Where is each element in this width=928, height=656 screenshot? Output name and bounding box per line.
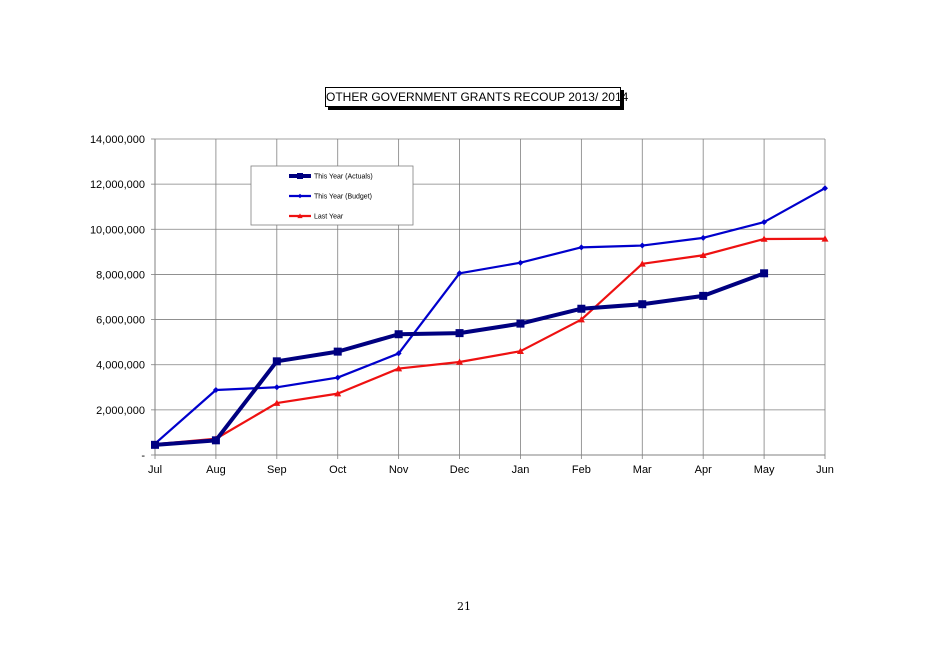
x-tick-label: Nov <box>389 464 409 476</box>
data-point-diamond <box>822 185 828 192</box>
data-point-diamond <box>297 193 303 199</box>
x-tick-label: Oct <box>329 464 346 476</box>
legend-item: This Year (Actuals) <box>289 173 373 181</box>
data-point-triangle <box>395 365 403 372</box>
data-point-square <box>455 329 464 338</box>
data-point-square <box>272 357 281 366</box>
axes: - 2,000,000 4,000,000 6,000,000 8,000,000 10,… <box>90 134 834 476</box>
data-point-square <box>151 440 159 449</box>
data-point-square <box>699 291 708 300</box>
data-point-square <box>394 330 403 339</box>
series-line <box>154 187 826 445</box>
data-point-diamond <box>456 270 463 277</box>
x-tick-label: Mar <box>633 464 652 476</box>
legend-item: Last Year <box>289 213 344 221</box>
data-point-square <box>516 319 525 328</box>
series-this-year-actuals <box>151 269 769 449</box>
x-tick-label: Jun <box>816 464 834 476</box>
data-point-diamond <box>395 350 402 357</box>
data-point-square <box>577 304 586 313</box>
x-tick-label: Jan <box>512 464 530 476</box>
data-point-diamond <box>212 386 219 393</box>
data-point-diamond <box>578 244 585 251</box>
y-tick-label: 10,000,000 <box>90 224 145 236</box>
y-tick-label: 14,000,000 <box>90 134 145 146</box>
y-tick-label: 2,000,000 <box>96 405 145 417</box>
y-tick-label: 12,000,000 <box>90 179 145 191</box>
chart-title: OTHER GOVERNMENT GRANTS RECOUP 2013/ 201… <box>325 87 628 107</box>
data-point-square <box>760 269 769 278</box>
data-point-triangle <box>821 235 829 242</box>
data-point-diamond <box>273 384 280 391</box>
x-tick-label: Feb <box>572 464 591 476</box>
legend-label: This Year (Actuals) <box>314 174 373 181</box>
y-tick-label: 6,000,000 <box>96 315 145 327</box>
x-tick-label: Jul <box>148 464 162 476</box>
data-point-triangle <box>638 260 646 267</box>
data-point-square <box>297 173 303 179</box>
data-point-square <box>638 300 647 309</box>
y-tick-label: 4,000,000 <box>96 360 145 372</box>
data-point-square <box>211 436 220 445</box>
x-tick-label: Apr <box>695 464 712 476</box>
legend-item: This Year (Budget) <box>289 194 372 201</box>
x-tick-label: Sep <box>267 464 287 476</box>
data-point-diamond <box>700 234 707 241</box>
legend-box <box>250 165 414 226</box>
x-tick-label: May <box>754 464 775 476</box>
legend: This Year (Actuals) This Year (Budget) Las… <box>250 165 414 226</box>
y-tick-label: - <box>141 450 145 462</box>
data-point-diamond <box>761 219 768 226</box>
legend-label: Last Year <box>314 214 344 221</box>
data-point-triangle <box>516 347 524 354</box>
x-tick-label: Dec <box>450 464 470 476</box>
data-point-triangle <box>577 316 585 323</box>
y-tick-label: 8,000,000 <box>96 269 145 281</box>
page-number: 21 <box>457 600 471 613</box>
series-line <box>154 237 826 446</box>
data-point-diamond <box>517 259 524 266</box>
legend-label: This Year (Budget) <box>314 194 372 201</box>
data-point-triangle <box>456 358 464 365</box>
data-point-triangle <box>760 235 768 242</box>
data-point-triangle <box>297 213 303 219</box>
data-point-triangle <box>273 399 281 406</box>
data-point-diamond <box>334 374 341 381</box>
data-point-triangle <box>334 390 342 397</box>
series-lines <box>151 185 829 449</box>
x-tick-label: Aug <box>206 464 226 476</box>
data-point-diamond <box>639 242 646 249</box>
data-point-triangle <box>699 251 707 259</box>
data-point-square <box>333 347 342 356</box>
